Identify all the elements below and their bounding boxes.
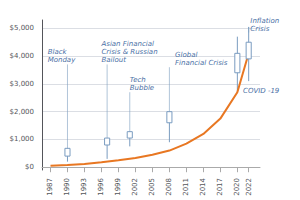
svg-text:Bubble: Bubble [130,84,154,92]
svg-text:2017: 2017 [216,178,224,196]
svg-text:Inflation: Inflation [250,17,279,25]
svg-text:$5,000: $5,000 [10,24,35,32]
svg-text:2011: 2011 [182,178,190,196]
svg-text:2002: 2002 [131,178,139,196]
svg-text:Monday: Monday [48,56,76,64]
svg-text:2008: 2008 [165,178,173,196]
svg-text:1990: 1990 [63,178,71,196]
svg-text:2005: 2005 [148,178,156,196]
svg-text:2022: 2022 [245,178,253,196]
svg-text:$4,000: $4,000 [10,52,35,60]
svg-text:Bailout: Bailout [101,56,126,64]
svg-text:$2,000: $2,000 [10,108,35,116]
svg-text:Asian Financial: Asian Financial [100,40,154,48]
svg-text:2020: 2020 [233,178,241,196]
svg-text:1996: 1996 [97,177,105,195]
svg-text:Black: Black [48,48,68,56]
svg-text:Crisis: Crisis [250,25,269,33]
svg-text:$1,000: $1,000 [10,135,35,143]
svg-text:$3,000: $3,000 [10,80,35,88]
svg-text:Crisis & Russian: Crisis & Russian [101,48,157,56]
svg-text:$0: $0 [25,163,34,171]
svg-text:Financial Crisis: Financial Crisis [175,59,228,67]
svg-text:Tech: Tech [130,76,146,84]
svg-text:Global: Global [175,51,197,59]
svg-text:1993: 1993 [80,178,88,196]
svg-text:1987: 1987 [46,178,54,196]
svg-text:COVID -19: COVID -19 [243,87,280,95]
svg-text:1999: 1999 [114,178,122,196]
svg-text:2014: 2014 [199,177,207,195]
